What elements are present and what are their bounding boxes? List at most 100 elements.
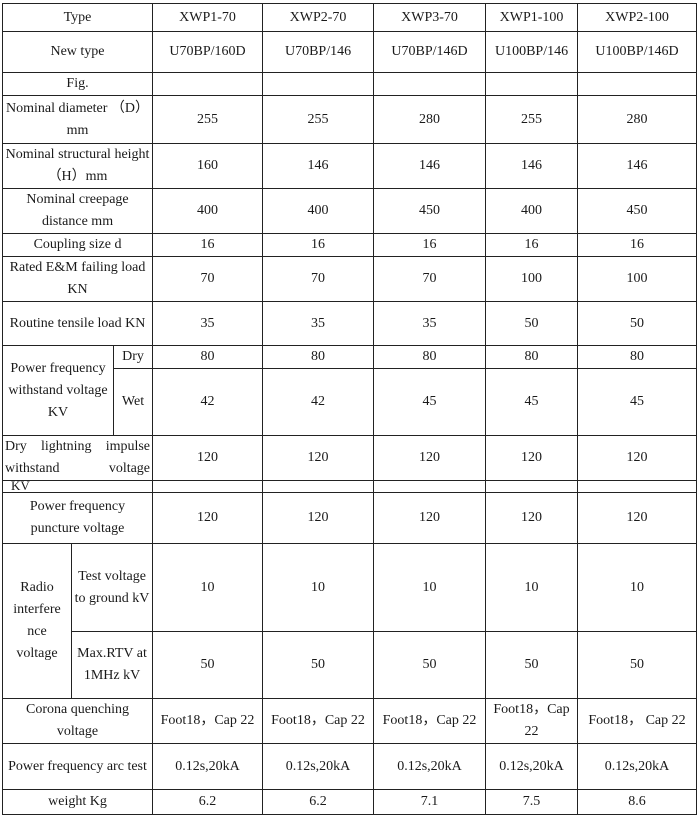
routine-cell: 50	[485, 301, 579, 346]
arc-cell: 0.12s,20kA	[577, 743, 698, 790]
wet-cell: 45	[577, 368, 698, 436]
puncture-cell: 120	[152, 492, 264, 544]
new_type-cell: U100BP/146D	[577, 31, 698, 73]
creepage-cell: 450	[373, 188, 487, 234]
wet-cell: 45	[485, 368, 579, 436]
type-row: Type XWP1-70 XWP2-70 XWP3-70 XWP1-100 XWP2-10…	[1, 3, 698, 32]
corona-cell: Foot18，Cap 22	[152, 698, 264, 744]
rated-cell: 70	[373, 256, 487, 302]
rated-row: Rated E&M failing load KN 70 70 70 100 100	[1, 256, 698, 302]
arc-row: Power frequency arc test 0.12s,20kA 0.12s,…	[1, 743, 698, 790]
diameter-cell: 255	[485, 95, 579, 144]
rated-label: Rated E&M failing load KN	[1, 256, 154, 302]
diameter-cell: 255	[262, 95, 375, 144]
routine-row: Routine tensile load KN 35 35 35 50 50	[1, 301, 698, 346]
corona-cell: Foot18，Cap 22	[262, 698, 375, 744]
creepage-cell: 450	[577, 188, 698, 234]
routine-cell: 35	[152, 301, 264, 346]
lightning-label: Dry lightning impulse withstand voltage	[1, 435, 154, 481]
rtv-cell: 50	[262, 631, 375, 699]
dry-cell: 80	[373, 345, 487, 369]
routine-label: Routine tensile load KN	[1, 301, 154, 346]
coupling-cell: 16	[373, 233, 487, 257]
routine-cell: 50	[577, 301, 698, 346]
lightning-cell: 120	[152, 435, 264, 481]
test-cell: 10	[373, 543, 487, 632]
type-cell: XWP3-70	[373, 3, 487, 32]
empty-cell	[485, 480, 579, 493]
coupling-row: Coupling size d 16 16 16 16 16	[1, 233, 698, 257]
wet-label: Wet	[112, 368, 154, 436]
new_type-cell: U70BP/146D	[373, 31, 487, 73]
lightning-cell: 120	[485, 435, 579, 481]
puncture-label: Power frequency puncture voltage	[1, 492, 154, 544]
arc-cell: 0.12s,20kA	[485, 743, 579, 790]
creepage-label: Nominal creepage distance mm	[1, 188, 154, 234]
routine-cell: 35	[373, 301, 487, 346]
puncture-cell: 120	[485, 492, 579, 544]
height-cell: 146	[373, 143, 487, 189]
type-label: Type	[1, 3, 154, 32]
coupling-cell: 16	[262, 233, 375, 257]
height-row: Nominal structural height（H）mm 160 146 146 1…	[1, 143, 698, 189]
empty-cell	[262, 480, 375, 493]
radio-rtv-row: Max.RTV at 1MHz kV 50 50 50 50 50	[3, 631, 698, 699]
puncture-cell: 120	[262, 492, 375, 544]
arc-cell: 0.12s,20kA	[152, 743, 264, 790]
type-cell: XWP1-100	[485, 3, 579, 32]
height-cell: 160	[152, 143, 264, 189]
puncture-cell: 120	[373, 492, 487, 544]
max-rtv-label: Max.RTV at 1MHz kV	[70, 631, 154, 699]
pf-withstand-label: Power frequency withstand voltage KV	[2, 345, 114, 436]
fig-label: Fig.	[1, 72, 154, 96]
lightning-cell: 120	[577, 435, 698, 481]
diameter-label: Nominal diameter （D）mm	[1, 95, 154, 144]
new_type-row: New type U70BP/160D U70BP/146 U70BP/146D U10…	[1, 31, 698, 73]
empty-cell	[152, 480, 264, 493]
diameter-cell: 255	[152, 95, 264, 144]
test-cell: 10	[262, 543, 375, 632]
type-cell: XWP1-70	[152, 3, 264, 32]
pf-wet-row: Wet 42 42 45 45 45	[3, 368, 698, 436]
new_type-cell: U100BP/146	[485, 31, 579, 73]
arc-label: Power frequency arc test	[1, 743, 154, 790]
lightning-row: Dry lightning impulse withstand voltage 1…	[1, 435, 698, 481]
rated-cell: 70	[262, 256, 375, 302]
routine-cell: 35	[262, 301, 375, 346]
creepage-cell: 400	[152, 188, 264, 234]
dry-cell: 80	[485, 345, 579, 369]
empty-cell	[577, 480, 698, 493]
rtv-cell: 50	[485, 631, 579, 699]
rated-cell: 100	[577, 256, 698, 302]
empty-cell	[373, 480, 487, 493]
fig-cell	[152, 72, 264, 96]
weight-cell: 7.5	[485, 789, 579, 815]
creepage-row: Nominal creepage distance mm 400 400 450 400…	[1, 188, 698, 234]
corona-cell: Foot18，Cap 22	[373, 698, 487, 744]
arc-cell: 0.12s,20kA	[262, 743, 375, 790]
new_type-cell: U70BP/160D	[152, 31, 264, 73]
fig-cell	[577, 72, 698, 96]
puncture-cell: 120	[577, 492, 698, 544]
rtv-cell: 50	[373, 631, 487, 699]
dry-label: Dry	[112, 345, 154, 369]
rtv-cell: 50	[152, 631, 264, 699]
corona-cell: Foot18， Cap 22	[577, 698, 698, 744]
lightning-cont-row: KV	[1, 480, 698, 493]
corona-label: Corona quenching voltage	[1, 698, 154, 744]
spec-table-part-1: Type XWP1-70 XWP2-70 XWP3-70 XWP1-100 XWP2-10…	[1, 3, 698, 481]
lightning-cell: 120	[373, 435, 487, 481]
weight-cell: 8.6	[577, 789, 698, 815]
corona-row: Corona quenching voltage Foot18，Cap 22 Foo…	[1, 698, 698, 744]
test-cell: 10	[485, 543, 579, 632]
coupling-cell: 16	[152, 233, 264, 257]
dry-cell: 80	[152, 345, 264, 369]
dry-cell: 80	[577, 345, 698, 369]
diameter-cell: 280	[373, 95, 487, 144]
corona-cell: Foot18，Cap 22	[485, 698, 579, 744]
fig-cell	[262, 72, 375, 96]
weight-cell: 6.2	[152, 789, 264, 815]
weight-cell: 7.1	[373, 789, 487, 815]
wet-cell: 45	[373, 368, 487, 436]
wet-cell: 42	[262, 368, 375, 436]
